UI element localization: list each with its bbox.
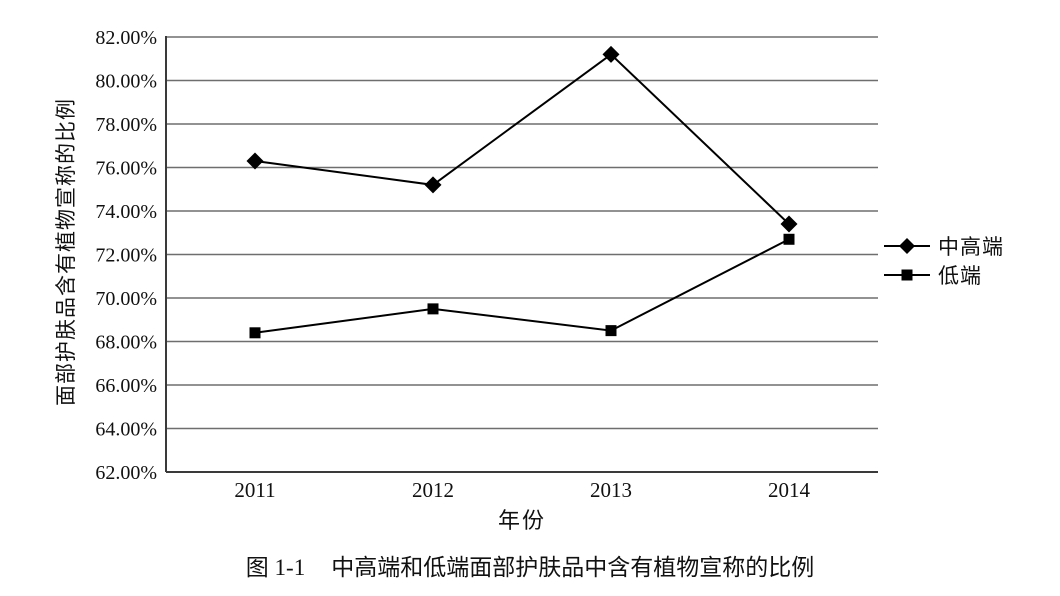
series-line-0 (254, 53, 790, 225)
figure-caption: 图 1-1 中高端和低端面部护肤品中含有植物宣称的比例 (0, 548, 1060, 582)
square-marker (427, 303, 439, 315)
y-tick-label: 68.00% (95, 332, 157, 354)
legend-label-1: 低端 (938, 264, 982, 288)
legend-item-1: 低端 (884, 262, 1004, 288)
diamond-marker (246, 152, 264, 170)
square-marker (901, 269, 913, 281)
y-axis-title: 面部护肤品含有植物宣称的比例 (54, 98, 78, 406)
legend: 中高端 低端 (884, 233, 1004, 288)
diamond-marker (899, 238, 915, 254)
series-line-1 (254, 238, 790, 334)
square-marker (783, 233, 795, 245)
x-tick-label: 2012 (412, 478, 454, 502)
y-tick-label: 76.00% (95, 158, 157, 180)
legend-label-0: 中高端 (938, 235, 1004, 259)
figure-caption-number: 图 1-1 (245, 555, 306, 580)
legend-item-0: 中高端 (884, 233, 1004, 259)
y-tick-label: 78.00% (95, 114, 157, 136)
legend-square-key (884, 269, 930, 281)
x-axis-title: 年份 (497, 508, 546, 533)
y-tick-label: 64.00% (95, 419, 157, 441)
x-tick-label: 2013 (590, 478, 632, 502)
y-tick-label: 66.00% (95, 375, 157, 397)
y-tick-label: 74.00% (95, 201, 157, 223)
y-tick-label: 70.00% (95, 288, 157, 310)
diamond-marker (424, 176, 442, 194)
figure-caption-text: 中高端和低端面部护肤品中含有植物宣称的比例 (331, 555, 815, 580)
y-tick-label: 80.00% (95, 71, 157, 93)
y-tick-label: 82.00% (95, 27, 157, 49)
y-tick-label: 72.00% (95, 245, 157, 267)
diamond-marker (780, 215, 798, 233)
legend-diamond-key (884, 238, 930, 254)
x-tick-label: 2011 (234, 478, 275, 502)
y-tick-label: 62.00% (95, 462, 157, 484)
square-marker (605, 325, 617, 337)
line-chart-plot: 82.00% 80.00% 78.00% 76.00% 74.00% 72.00% 70.0… (95, 27, 878, 502)
diamond-marker (602, 45, 620, 63)
x-tick-label: 2014 (768, 478, 811, 502)
square-marker (249, 327, 261, 339)
